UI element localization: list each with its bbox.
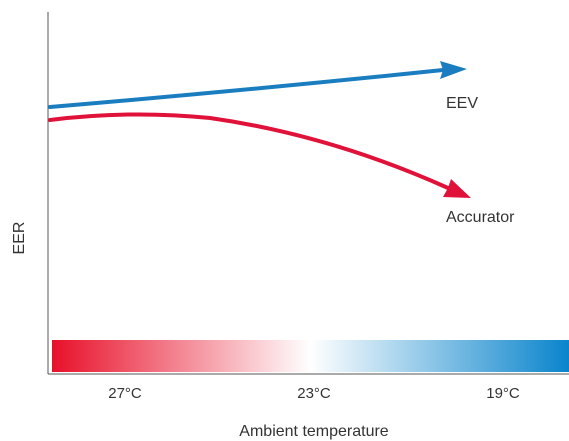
series-label-accurator: Accurator xyxy=(446,209,515,226)
series-label-eev: EEV xyxy=(446,95,478,112)
temp-tick-23: 23°C xyxy=(297,385,331,402)
accurator-arrowhead xyxy=(443,179,471,198)
y-axis-label: EER xyxy=(11,222,28,255)
temperature-gradient-bar xyxy=(52,340,569,372)
accurator-curve xyxy=(48,112,450,190)
eev-arrowhead xyxy=(440,61,467,79)
x-axis-label: Ambient temperature xyxy=(239,423,389,440)
eev-curve xyxy=(48,68,445,109)
temp-tick-27: 27°C xyxy=(108,385,142,402)
temp-tick-19: 19°C xyxy=(486,385,520,402)
